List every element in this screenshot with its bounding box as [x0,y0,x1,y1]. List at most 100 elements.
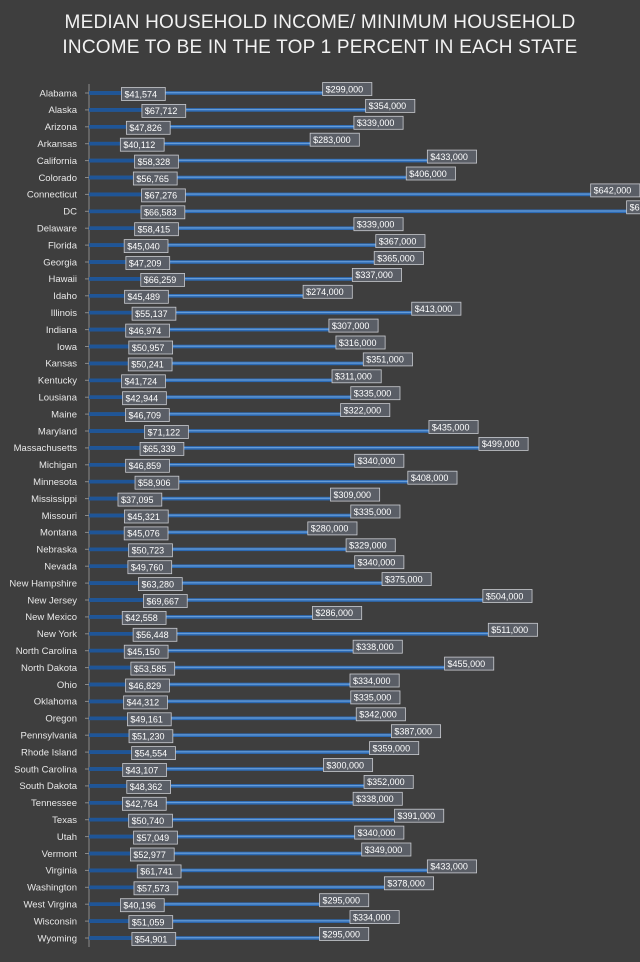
top-1-percent-label: $311,000 [331,369,382,384]
median-income-label-box [120,898,165,913]
top-1-percent-bar-highlight [89,345,336,347]
median-income-bar [89,665,131,670]
chart-title: MEDIAN HOUSEHOLD INCOME/ MINIMUM HOUSEHO… [0,10,640,60]
category-label: Mississippi [31,494,77,505]
top-1-percent-label-box [361,842,412,857]
top-1-percent-label: $435,000 [428,420,479,434]
top-1-percent-label-text: $334,000 [353,676,391,686]
top-1-percent-label-box [352,639,403,654]
median-income-label: $54,554 [131,746,176,760]
top-1-percent-label-box [350,690,401,705]
median-income-label-box [129,847,175,862]
median-income-label: $46,859 [125,458,170,473]
top-1-percent-bar-highlight [89,734,392,736]
data-labels: $299,000 $41,574 $354,000 $67,712 $339,000 $4… [117,82,640,946]
category-label: Maine [51,409,77,420]
median-income-label-box [125,256,171,270]
median-income-label-text: $58,415 [138,225,171,235]
median-income-label-box [124,509,169,524]
median-income-label-text: $67,712 [145,106,178,116]
top-1-percent-bar-highlight [89,937,320,939]
median-income-bar [89,598,144,602]
top-1-percent-bar-highlight [89,497,331,499]
top-1-percent-bar-highlight [89,278,353,280]
top-1-percent-bar-highlight [89,463,355,466]
top-1-percent-label-box [405,166,456,181]
top-1-percent-label: $334,000 [349,673,400,688]
top-1-percent-bar-highlight [89,430,429,432]
median-income-label-box [125,120,171,135]
top-1-percent-label-box [355,707,406,722]
top-1-percent-label: $406,000 [405,166,456,181]
top-1-percent-bar-highlight [89,801,354,804]
top-1-percent-label: $642,000 [590,183,640,198]
top-1-percent-label-text: $365,000 [377,253,415,263]
median-income-label-box [132,627,178,642]
category-label: Massachusetts [14,443,78,454]
median-income-label-text: $51,230 [132,732,165,742]
median-income-label: $58,906 [134,475,180,490]
top-1-percent-label-text: $642,000 [594,186,632,196]
category-label: Kentucky [38,376,77,387]
top-1-percent-label-box [407,470,458,485]
top-1-percent-bar-highlight [89,328,329,330]
top-1-percent-label: $391,000 [394,808,445,823]
median-income-label: $54,901 [131,932,177,946]
median-income-bar [89,767,123,771]
top-1-percent-bar-highlight [89,768,324,770]
top-1-percent-label-box [331,369,382,384]
top-1-percent-bar-highlight [89,548,347,550]
median-income-label: $46,829 [125,678,170,693]
median-income-bar [89,513,125,518]
category-label: South Dakota [19,781,77,792]
top-1-percent-label: $307,000 [328,318,379,333]
top-1-percent-label-text: $408,000 [411,473,449,483]
median-income-label-box [136,864,182,879]
top-1-percent-label-text: $309,000 [333,490,371,500]
median-income-label-text: $66,259 [144,275,177,285]
median-income-bar [89,310,133,315]
median-income-label: $45,150 [123,644,169,659]
median-income-bar [89,91,122,95]
top-1-percent-label: $286,000 [312,606,363,620]
top-1-percent-label-box [309,132,360,147]
median-income-label: $58,415 [134,222,179,237]
median-income-bar [89,479,136,484]
median-income-label-text: $47,209 [129,258,162,268]
top-1-percent-bar-highlight [89,869,428,871]
top-1-percent-bar-highlight [89,818,395,820]
median-income-bar [89,125,127,129]
category-label: Oregon [45,714,77,725]
median-income-label-box [124,289,169,304]
median-income-bar [89,530,125,535]
top-1-percent-label: $335,000 [350,386,401,401]
median-income-label: $46,974 [125,323,170,338]
median-income-label: $48,362 [126,780,171,794]
top-1-percent-label-text: $688,000 [630,203,640,213]
median-income-bar [89,564,128,568]
top-1-percent-label-box [482,589,533,603]
top-1-percent-label-text: $334,000 [353,912,391,922]
category-label: Michigan [39,460,77,471]
median-income-label-box [122,391,167,406]
top-1-percent-bar-highlight [89,514,351,516]
top-1-percent-label-text: $349,000 [365,845,403,855]
category-label: Minnesota [33,477,78,488]
median-income-label-box [117,492,163,507]
top-1-percent-label-box [428,420,479,434]
top-1-percent-label: $351,000 [362,352,413,367]
top-1-percent-label-box [362,352,413,367]
median-income-label-box [125,408,170,423]
category-label: Pennsylvania [20,731,77,742]
category-label: New Jersey [27,595,77,606]
top-1-percent-label-text: $391,000 [398,811,436,821]
median-income-label-text: $49,161 [130,715,163,725]
top-1-percent-label-box [312,606,363,620]
top-1-percent-label-box [349,673,400,688]
median-income-label-text: $45,321 [127,512,160,522]
median-income-label-box [125,678,170,693]
top-1-percent-label: $283,000 [309,132,360,147]
top-1-percent-label-box [302,284,353,299]
median-income-label-text: $50,723 [132,546,165,556]
top-1-percent-label: $352,000 [363,775,414,789]
